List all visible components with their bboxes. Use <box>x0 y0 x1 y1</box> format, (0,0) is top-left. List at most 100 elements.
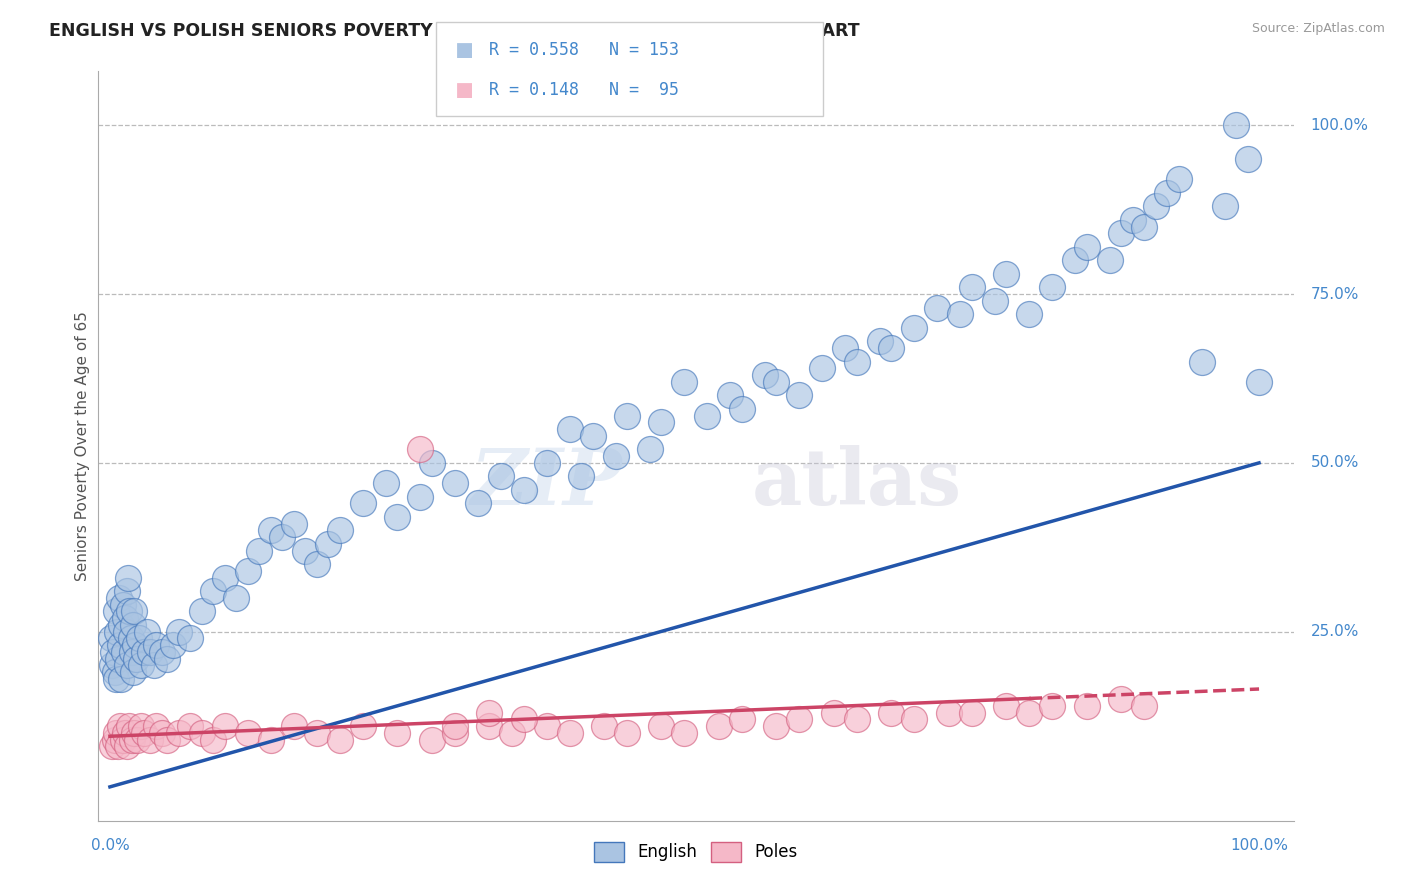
Point <box>114 726 136 740</box>
Point <box>100 632 122 646</box>
Point <box>1040 280 1063 294</box>
Point <box>122 604 145 618</box>
Text: 0.0%: 0.0% <box>90 838 129 853</box>
Point <box>754 368 776 383</box>
Point <box>115 584 138 599</box>
Point <box>385 509 409 524</box>
Point <box>984 293 1007 308</box>
Text: ■: ■ <box>457 78 472 103</box>
Point <box>150 645 173 659</box>
Point <box>903 712 925 726</box>
Point <box>823 706 845 720</box>
Point <box>108 591 131 605</box>
Y-axis label: Seniors Poverty Over the Age of 65: Seniors Poverty Over the Age of 65 <box>75 311 90 581</box>
Point <box>110 638 132 652</box>
Point <box>139 645 162 659</box>
Point <box>202 732 225 747</box>
Point <box>673 375 696 389</box>
Point <box>1133 219 1156 234</box>
Point <box>142 658 165 673</box>
Point <box>731 401 754 416</box>
Point <box>115 624 138 639</box>
Point <box>104 604 127 618</box>
Point <box>927 301 949 315</box>
Point <box>110 672 132 686</box>
Point <box>122 665 145 680</box>
Point <box>845 712 868 726</box>
Point <box>1122 212 1144 227</box>
Point <box>1076 698 1098 713</box>
Point <box>605 449 627 463</box>
Text: 25.0%: 25.0% <box>1310 624 1360 640</box>
Point <box>789 712 811 726</box>
Point <box>105 624 128 639</box>
Point <box>869 334 891 349</box>
Point <box>101 658 124 673</box>
Text: Source: ZipAtlas.com: Source: ZipAtlas.com <box>1251 22 1385 36</box>
Point <box>111 598 134 612</box>
Point <box>124 638 146 652</box>
Point <box>145 638 167 652</box>
Point <box>236 564 259 578</box>
Point <box>162 638 184 652</box>
Point <box>107 651 129 665</box>
Point <box>650 416 672 430</box>
Point <box>352 496 374 510</box>
Point <box>593 719 616 733</box>
Point <box>167 726 190 740</box>
Point <box>938 706 960 720</box>
Point <box>329 732 352 747</box>
Point <box>536 719 558 733</box>
Point <box>558 422 581 436</box>
Point <box>501 726 523 740</box>
Text: R = 0.558   N = 153: R = 0.558 N = 153 <box>489 42 679 60</box>
Point <box>731 712 754 726</box>
Point <box>1133 698 1156 713</box>
Point <box>120 632 142 646</box>
Point <box>1167 172 1189 186</box>
Point <box>558 726 581 740</box>
Point <box>129 719 152 733</box>
Text: 75.0%: 75.0% <box>1310 286 1360 301</box>
Point <box>673 726 696 740</box>
Point <box>352 719 374 733</box>
Point <box>1236 152 1258 166</box>
Point <box>1247 375 1270 389</box>
Point <box>110 618 132 632</box>
Point <box>1018 706 1040 720</box>
Point <box>127 732 149 747</box>
Point <box>581 429 603 443</box>
Point <box>329 524 352 538</box>
Point <box>1098 253 1121 268</box>
Point <box>638 442 661 457</box>
Point <box>121 732 143 747</box>
Point <box>225 591 247 605</box>
Point <box>260 732 283 747</box>
Point <box>536 456 558 470</box>
Point <box>385 726 409 740</box>
Point <box>1076 240 1098 254</box>
Point <box>316 537 339 551</box>
Point <box>512 712 534 726</box>
Point <box>949 307 972 321</box>
Point <box>139 732 162 747</box>
Point <box>305 557 328 571</box>
Point <box>179 719 201 733</box>
Point <box>1018 307 1040 321</box>
Text: atlas: atlas <box>752 445 962 521</box>
Point <box>420 456 443 470</box>
Point <box>489 469 512 483</box>
Point <box>696 409 718 423</box>
Point <box>128 632 150 646</box>
Point <box>789 388 811 402</box>
Point <box>107 739 129 754</box>
Point <box>103 665 125 680</box>
Point <box>115 658 138 673</box>
Point <box>129 658 152 673</box>
Point <box>283 719 305 733</box>
Point <box>103 645 125 659</box>
Point <box>101 739 124 754</box>
Point <box>1213 199 1236 213</box>
Point <box>283 516 305 531</box>
Point <box>260 524 283 538</box>
